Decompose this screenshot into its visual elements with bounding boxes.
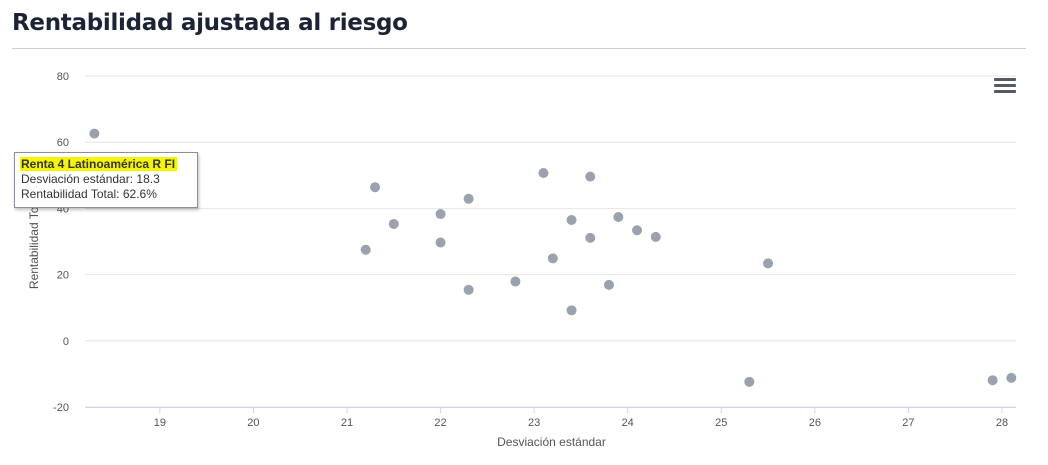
scatter-point[interactable]: [566, 305, 577, 316]
x-axis-title: Desviación estándar: [497, 435, 606, 449]
scatter-point[interactable]: [538, 167, 549, 178]
scatter-point[interactable]: [613, 212, 624, 223]
title-divider: [12, 48, 1026, 49]
tooltip-fund-name: Renta 4 Latinoamérica R FI: [20, 157, 178, 171]
x-tick-label: 19: [154, 417, 166, 429]
x-tick-label: 24: [622, 417, 634, 429]
scatter-point[interactable]: [585, 171, 596, 182]
hamburger-menu-icon[interactable]: [994, 78, 1016, 98]
scatter-point[interactable]: [510, 276, 521, 287]
y-tick-label: 0: [63, 336, 69, 348]
scatter-point[interactable]: [360, 244, 371, 255]
x-tick-label: 22: [434, 417, 446, 429]
y-axis-title: Rentabilidad Total: [27, 194, 41, 289]
y-tick-label: 20: [57, 270, 69, 282]
scatter-point[interactable]: [547, 253, 558, 264]
scatter-point[interactable]: [463, 193, 474, 204]
x-tick-label: 25: [715, 417, 727, 429]
scatter-point[interactable]: [744, 376, 755, 387]
y-tick-label: 80: [57, 71, 69, 83]
scatter-point[interactable]: [566, 214, 577, 225]
x-tick-label: 23: [528, 417, 540, 429]
scatter-point[interactable]: [370, 182, 381, 193]
scatter-point[interactable]: [585, 232, 596, 243]
tooltip-y-value: Rentabilidad Total: 62.6%: [21, 187, 157, 201]
x-tick-label: 21: [341, 417, 353, 429]
y-tick-label: 60: [57, 137, 69, 149]
tooltip-x-value: Desviación estándar: 18.3: [21, 172, 160, 186]
scatter-point[interactable]: [435, 209, 446, 220]
scatter-point[interactable]: [463, 284, 474, 295]
scatter-point[interactable]: [987, 375, 998, 386]
x-tick-label: 27: [902, 417, 914, 429]
scatter-point[interactable]: [435, 237, 446, 248]
scatter-point[interactable]: [388, 218, 399, 229]
scatter-point[interactable]: [89, 128, 100, 139]
scatter-point[interactable]: [632, 225, 643, 236]
y-tick-label: -20: [53, 402, 69, 414]
point-tooltip: Renta 4 Latinoamérica R FI Desviación es…: [14, 152, 199, 208]
scatter-point[interactable]: [650, 231, 661, 242]
scatter-point[interactable]: [603, 279, 614, 290]
x-tick-label: 28: [996, 417, 1008, 429]
scatter-point[interactable]: [763, 258, 774, 269]
x-tick-label: 26: [809, 417, 821, 429]
scatter-point[interactable]: [1006, 372, 1017, 383]
x-tick-label: 20: [247, 417, 259, 429]
page-title: Rentabilidad ajustada al riesgo: [12, 10, 408, 36]
